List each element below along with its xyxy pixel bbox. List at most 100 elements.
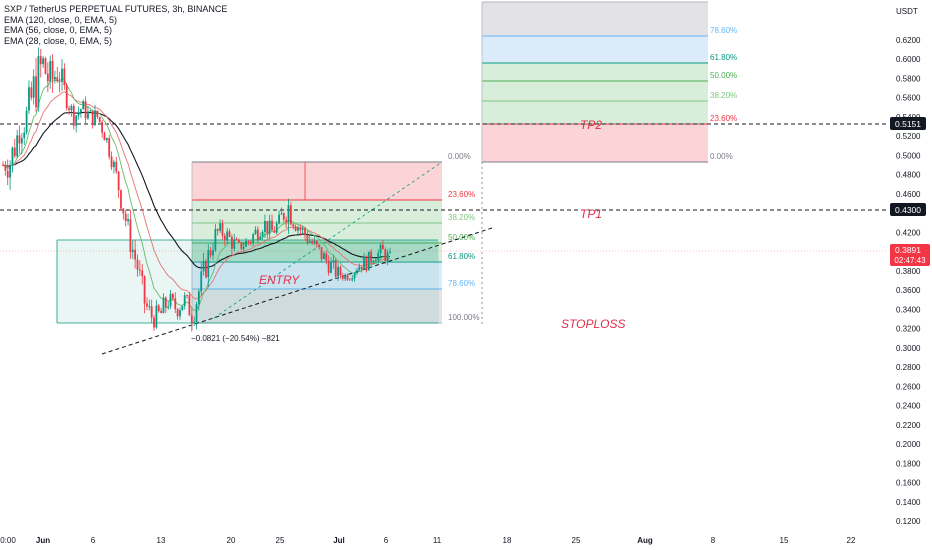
candle [346,273,349,281]
price-tick-label: 0.6200 [896,36,921,45]
fib-left-label-3: 50.00% [448,233,475,242]
fib-right-label-3: 38.20% [710,91,737,100]
candle [63,63,66,90]
time-tick-label: 18 [503,536,512,545]
candle [280,207,283,215]
price-badge-tp1: 0.4300 [890,203,926,216]
candle [98,116,101,125]
candle [101,120,104,139]
candle [61,59,63,91]
candle [282,212,285,224]
candle [374,258,377,262]
candle [247,240,250,246]
time-tick-label: 20 [227,536,236,545]
candle [110,151,113,171]
candle [233,233,236,252]
candle [238,238,240,243]
ema-120-line [2,111,391,269]
candle [28,80,30,115]
candle [261,229,264,240]
candle [332,254,335,269]
candle [58,71,61,93]
axis-currency: USDT [896,7,918,16]
candle [4,160,7,176]
candle [266,221,269,240]
time-tick-label: Jul [333,536,345,545]
candle [188,291,191,316]
candle [389,247,391,254]
candle [35,58,37,112]
fib-left-label-2: 38.20% [448,213,475,222]
fib-left-label-0: 0.00% [448,152,471,161]
price-tick-label: 0.2200 [896,421,921,430]
time-axis[interactable]: 0:00 Jun 6 13 20 25 Jul 6 11 18 25 Aug 8 15 22 [0,536,856,545]
measure-label: −0.0821 (−20.54%) −821 [191,334,280,343]
price-tick-label: 0.1600 [896,479,921,488]
candle [318,244,321,250]
candle [138,260,141,276]
candle [131,240,134,259]
candle-layer[interactable] [2,47,391,332]
candle [37,47,40,112]
candle [205,258,207,279]
candle [18,125,21,154]
candle [360,266,363,273]
candle [25,106,28,135]
candle [299,224,302,236]
candle [87,105,89,120]
indicator-ema-120[interactable]: EMA (120, close, 0, EMA, 5) [4,14,118,25]
candle [127,213,129,226]
fib-right-zone-blue [482,36,708,63]
candle [9,160,11,190]
indicator-ema-28[interactable]: EMA (28, close, 0, EMA, 5) [4,35,113,46]
candle [358,263,361,271]
price-tick-label: 0.3000 [896,344,921,353]
time-tick-label: 8 [711,536,716,545]
candle [330,257,332,274]
candle [256,226,259,243]
price-tick-label: 0.6000 [896,55,921,64]
price-badge-tp2: 0.5151 [890,117,926,130]
candle [77,106,80,120]
candle [72,103,75,130]
position-box[interactable] [56,239,439,324]
indicator-ema-56[interactable]: EMA (56, close, 0, EMA, 5) [4,25,113,35]
fib-box-right[interactable]: 78.60% 61.80% 50.00% 38.20% 23.60% 0.00% [481,1,737,163]
time-tick-label: 6 [91,536,96,545]
candle [292,223,295,230]
candle [313,236,316,245]
candle [68,105,70,115]
last-badge-countdown: 02:47:43 [894,256,926,265]
candle [294,224,297,232]
candle [311,238,314,245]
candle [327,255,330,276]
fib-left-zone-gray [192,289,442,323]
candle [186,294,188,299]
candle [84,96,87,124]
candle [264,214,266,238]
price-tick-label: 0.4600 [896,190,921,199]
candle [200,261,203,296]
candle [285,216,288,229]
tp1-label: TP1 [580,207,602,221]
candle [124,209,127,227]
candle [287,198,290,234]
price-tick-label: 0.4800 [896,171,921,180]
price-tick-label: 0.3800 [896,267,921,276]
price-tick-label: 0.2400 [896,402,921,411]
symbol-title[interactable]: SXP / TetherUS PERPETUAL FUTURES, 3h, BI… [4,4,228,14]
candle [179,307,181,320]
tp1-badge-bg [890,203,926,216]
candle [219,219,221,234]
candle [308,235,311,244]
candle [70,104,73,117]
candle [65,82,68,111]
candle [356,267,358,276]
candle [379,242,382,259]
trendline-support[interactable] [101,227,493,355]
candle [113,159,115,174]
price-tick-label: 0.1200 [896,517,921,526]
candle [103,131,106,141]
